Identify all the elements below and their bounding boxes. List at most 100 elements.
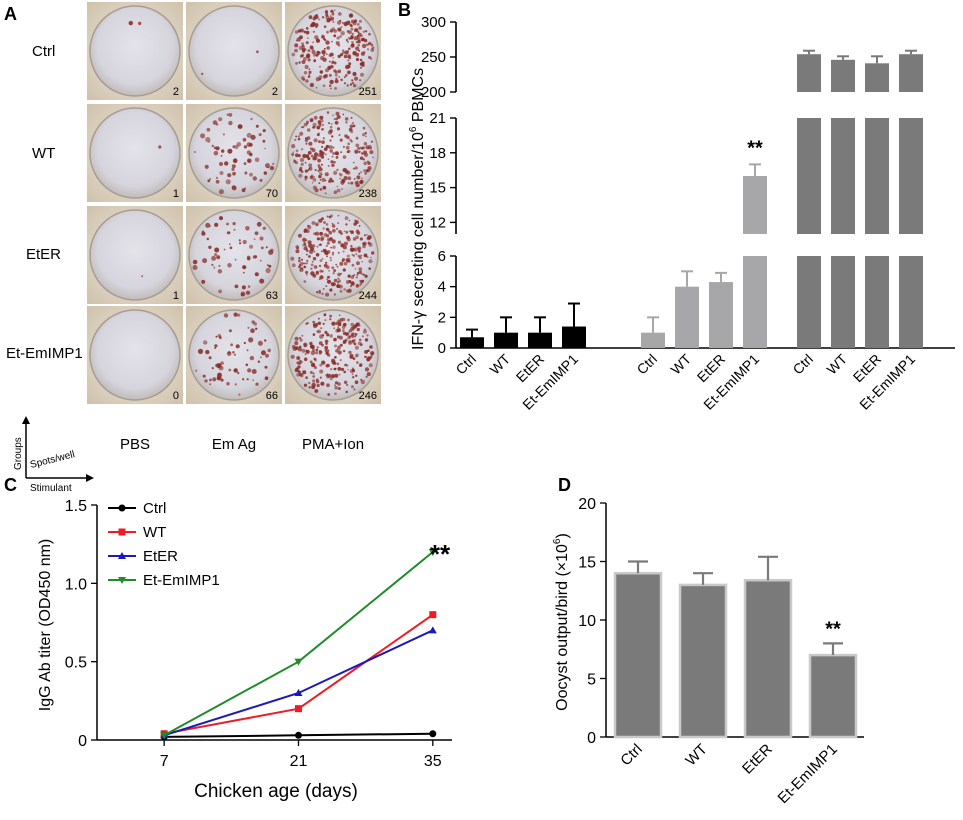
spot (355, 284, 360, 288)
spot (360, 254, 363, 257)
spot (334, 384, 336, 387)
spot (319, 376, 322, 379)
spot (352, 237, 357, 241)
spot (350, 181, 354, 185)
spot (370, 48, 375, 52)
bar (460, 337, 484, 348)
x-tick-label: Et-EmIMP1 (775, 741, 841, 807)
spot (232, 171, 236, 176)
spot (295, 249, 300, 254)
spot (242, 239, 247, 245)
spot (290, 354, 295, 359)
y-tick-label: 21 (429, 110, 446, 127)
spot (360, 51, 365, 56)
spot (310, 154, 314, 158)
spot (295, 149, 299, 153)
spot (347, 368, 349, 371)
spot (318, 165, 322, 169)
spot (302, 262, 305, 265)
panel-a-axis-arrows: Groups Spots/well Stimulant (13, 416, 94, 494)
spot (303, 357, 308, 362)
spot (322, 84, 326, 87)
spot (354, 181, 358, 185)
spot (214, 222, 219, 227)
spot (317, 329, 321, 334)
spot (315, 86, 318, 89)
spot (230, 343, 234, 347)
spot (294, 43, 299, 48)
spot (340, 232, 343, 235)
spot (314, 169, 317, 171)
spot (337, 277, 340, 280)
spot (337, 251, 340, 254)
spot (321, 50, 326, 55)
spot (197, 348, 204, 354)
significance-marker: ** (430, 539, 451, 569)
spot (305, 270, 309, 275)
y-tick-label: 20 (578, 496, 596, 513)
spot (307, 49, 311, 53)
spot (347, 70, 351, 75)
spot (348, 219, 351, 222)
legend-marker (118, 528, 126, 536)
spot (366, 160, 369, 163)
spot (321, 140, 325, 145)
spot (315, 253, 320, 257)
spot (312, 379, 316, 383)
bar (678, 583, 728, 739)
spot (220, 155, 223, 157)
series-line-wt (164, 613, 434, 735)
spot (321, 343, 324, 347)
spot (313, 115, 318, 120)
spot (355, 374, 358, 377)
spot-count-1-2: 2 (272, 86, 278, 98)
spot (316, 291, 319, 294)
spot (306, 253, 308, 256)
spot (244, 187, 247, 190)
spot (343, 370, 347, 374)
spot (203, 340, 208, 345)
spot (329, 52, 334, 57)
spot (340, 31, 345, 36)
spot (346, 364, 349, 367)
spot (323, 74, 327, 79)
spot (307, 58, 311, 62)
spot (368, 32, 371, 36)
spot (305, 376, 308, 379)
spot (209, 225, 212, 227)
legend-label: WT (143, 524, 166, 541)
spot (264, 365, 268, 369)
spot (226, 113, 229, 116)
spot (347, 176, 352, 181)
spot (333, 337, 337, 342)
spot (363, 234, 366, 237)
spot (245, 363, 249, 367)
spot (310, 263, 314, 267)
spot (351, 32, 354, 36)
spot (356, 361, 359, 364)
spot (338, 133, 341, 137)
spot (332, 21, 335, 23)
spot (338, 76, 341, 78)
spot (331, 239, 336, 244)
spot (308, 249, 314, 254)
spot (320, 327, 323, 330)
spot (264, 376, 269, 381)
spot (228, 120, 233, 126)
spot (331, 40, 333, 43)
spot (358, 270, 363, 275)
spot (251, 320, 255, 324)
spot (253, 238, 256, 241)
spot (321, 123, 324, 127)
spot (305, 41, 309, 45)
spot (337, 272, 341, 277)
spot (231, 185, 237, 191)
spot (331, 222, 334, 225)
spot (327, 275, 330, 279)
spot (315, 378, 319, 382)
spot (308, 243, 313, 248)
spot (321, 16, 325, 19)
bar (494, 332, 518, 348)
spot (228, 368, 232, 372)
spot (309, 371, 313, 374)
